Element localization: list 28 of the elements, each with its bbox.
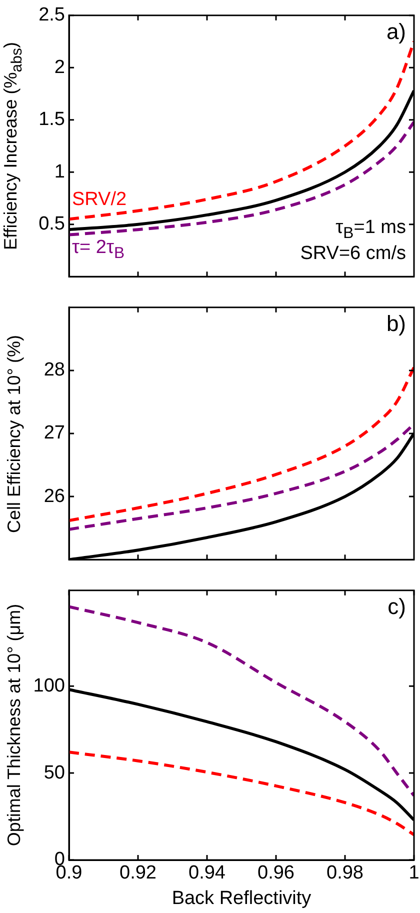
y-tick-label: 28	[44, 360, 65, 381]
y-axis-title: Optimal Thickness at 10° (μm)	[3, 603, 25, 848]
x-tick-label: 0.98	[326, 862, 364, 884]
y-tick-label: 50	[44, 762, 65, 784]
annotation: a)	[386, 19, 406, 44]
x-tick-label: 1	[408, 862, 420, 884]
y-tick-label: 100	[33, 675, 65, 696]
x-tick-label: 0.96	[258, 862, 294, 884]
y-tick-label: 26	[44, 486, 65, 507]
line-series	[69, 750, 414, 836]
annotation: τ$_{B}$=1 ms	[336, 216, 406, 244]
series-label: SRV/2	[72, 189, 127, 212]
line-series	[69, 120, 414, 236]
line-series	[69, 366, 414, 522]
y-tick-label: 0.5	[38, 214, 65, 235]
x-tick-label: 0.92	[120, 862, 156, 884]
annotation: SRV=6 cm/s	[300, 242, 406, 265]
y-tick-label: 27	[44, 422, 65, 444]
y-tick-label: 1	[54, 161, 65, 182]
x-tick-label: 0.94	[188, 862, 226, 884]
annotation: b)	[386, 311, 406, 336]
y-tick-label: 1.5	[38, 109, 65, 130]
annotation: c)	[388, 594, 406, 620]
y-axis-title: Cell Efficiency at 10° (%)	[3, 334, 25, 534]
y-tick-label: 2.5	[38, 4, 65, 26]
y-tick-label: 2	[54, 56, 65, 78]
x-axis-title: Back Reflectivity	[172, 888, 312, 909]
series-label: τ= 2τ$_{B}$	[72, 236, 125, 264]
